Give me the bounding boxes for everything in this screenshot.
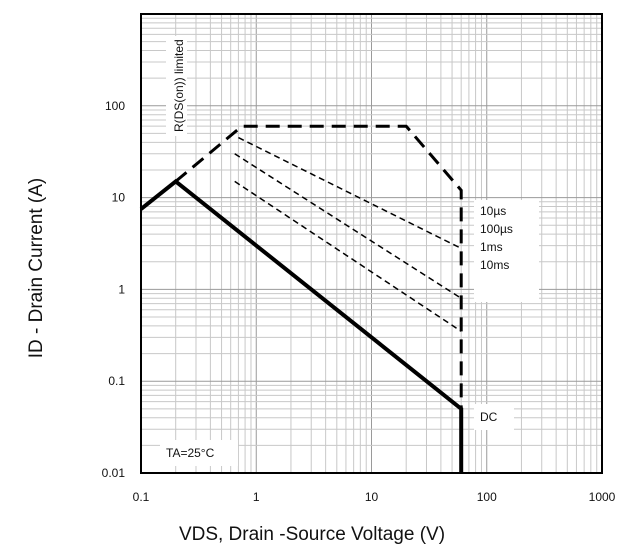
pulse-label-10ms: 10ms <box>480 258 509 272</box>
x-axis-title: VDS, Drain -Source Voltage (V) <box>179 524 445 545</box>
x-tick-label: 10 <box>365 490 379 504</box>
grid <box>140 14 602 474</box>
y-tick-label: 1 <box>118 282 125 296</box>
series-line-1ms <box>234 153 462 299</box>
series-line-10ms <box>234 180 462 332</box>
y-tick-label: 0.1 <box>108 374 125 388</box>
x-tick-label: 0.1 <box>133 490 150 504</box>
pulse-label-10us: 10µs <box>480 204 506 218</box>
x-tick-label: 1000 <box>589 490 616 504</box>
y-tick-label: 100 <box>105 99 125 113</box>
plot-frame <box>140 13 603 474</box>
x-tick-label: 1 <box>253 490 260 504</box>
y-axis-title: ID - Drain Current (A) <box>26 178 47 359</box>
y-tick-label: 0.01 <box>102 466 126 480</box>
rds-label-bg <box>166 36 187 136</box>
tick-layer: 0.1 1 10 100 1000 0.01 0.1 1 10 100 <box>102 99 616 504</box>
series-layer <box>139 124 464 473</box>
pulse-label-100us: 100µs <box>480 222 513 236</box>
rds-limited-label: R(DS(on)) limited <box>172 39 186 132</box>
pulse-labels-bg <box>474 200 539 302</box>
dc-label-bg <box>474 404 514 430</box>
series-line-100µs <box>238 136 462 250</box>
x-tick-label: 100 <box>477 490 497 504</box>
y-tick-label: 10 <box>112 191 126 205</box>
temp-label-bg <box>160 440 238 466</box>
dc-label: DC <box>480 410 498 424</box>
pulse-label-1ms: 1ms <box>480 240 503 254</box>
temperature-label: TA=25°C <box>166 446 215 460</box>
series-line-10µs <box>174 124 463 473</box>
